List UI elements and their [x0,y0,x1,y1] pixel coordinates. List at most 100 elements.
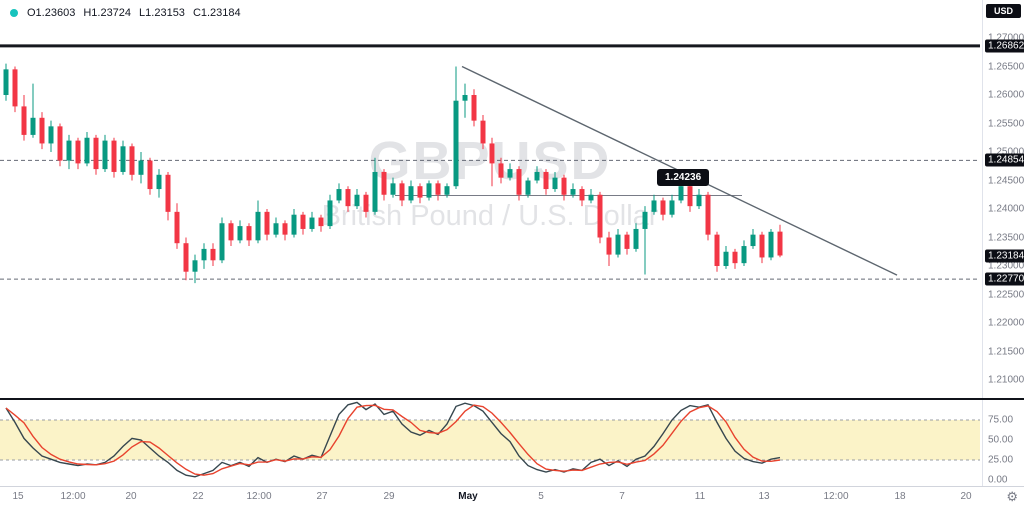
candlestick [327,200,333,227]
candlestick [768,231,774,258]
price-axis-label: 1.24500 [988,175,1024,186]
ohlc-close: C1.23184 [192,7,241,19]
candlestick [66,140,72,161]
candlestick [84,137,90,164]
quote-currency-badge[interactable]: USD [985,4,1021,18]
candlestick [588,194,594,201]
price-level-badge: 1.24854 [985,153,1024,167]
ohlc-high: H1.23724 [83,7,132,19]
stoch-d-line [5,404,781,476]
candlestick [192,260,198,272]
candlestick [165,174,171,212]
candlestick [606,237,612,255]
candlestick [138,160,144,175]
time-axis-label: May [458,491,478,502]
candlestick [147,160,153,190]
price-axis-label: 1.26500 [988,61,1024,72]
candlestick [732,251,738,264]
candlestick [471,95,477,121]
ohlc-open: O1.23603 [27,7,76,19]
candlestick [237,226,243,241]
candlestick [183,243,189,272]
candlestick [381,171,387,195]
candlestick [453,100,459,187]
price-axis-label: 1.25500 [988,118,1024,129]
candlestick [534,171,540,181]
candlestick [624,234,630,249]
candlestick [597,194,603,238]
market-status-dot-icon [10,9,18,17]
stoch-k-line [5,401,781,478]
gear-icon[interactable]: ⚙ [1006,489,1018,504]
candlestick [759,234,765,258]
candlestick [102,140,108,170]
candlestick [696,194,702,207]
price-axis-label: 1.22000 [988,317,1024,329]
time-axis-label: 11 [694,491,706,502]
candlestick [615,234,621,255]
last-price-badge: 1.23184 [985,249,1024,262]
candlestick [264,211,270,235]
price-axis-label: 1.23000 [988,260,1024,272]
candlestick [417,186,423,198]
candlestick [399,183,405,201]
ohlc-readout: O1.23603 H1.23724 L1.23153 C1.23184 [27,7,249,19]
candlestick [3,69,9,95]
candlestick [228,223,234,241]
candlestick [318,217,324,227]
candlestick [48,126,54,144]
time-axis-label: 13 [758,491,770,502]
candlestick [273,223,279,235]
candlestick [642,211,648,229]
price-level-badge: 1.26862 [985,39,1024,53]
candlestick [669,200,675,215]
candlestick [282,223,288,235]
candlestick [255,211,261,241]
price-axis-label: 1.24000 [988,203,1024,215]
price-axis-label: 1.21000 [988,374,1024,386]
candlestick [57,126,63,161]
stoch-axis-label: 0.00 [988,474,1008,486]
candlestick [372,171,378,212]
time-axis[interactable]: 15 12:00 20 22 12:00 27 29 May 5 7 11 13 12:00 18 20 [0,487,1024,507]
candlestick [741,246,747,264]
time-axis-label: 7 [619,491,625,502]
time-axis-label: 5 [538,491,544,502]
candlestick [201,248,207,261]
candlestick [426,183,432,198]
candlestick [111,140,117,172]
time-axis-label: 20 [125,491,137,502]
stoch-axis-label: 75.00 [988,414,1014,426]
candlestick [345,189,351,207]
candlestick [570,189,576,195]
candlestick [390,183,396,195]
candlestick [300,214,306,229]
candlestick [93,137,99,170]
candlestick [507,169,513,178]
candlestick [561,177,567,195]
candlestick [705,194,711,235]
candlestick [516,169,522,195]
candlestick [75,140,81,164]
time-axis-label: 12:00 [246,491,272,502]
price-axis-label: 1.22500 [988,289,1024,300]
price-axis-label: 1.23500 [988,232,1024,243]
time-axis-label: 15 [12,491,24,502]
candlestick [12,69,18,107]
price-level-badge: 1.22770 [985,272,1024,286]
stoch-axis-label: 25.00 [988,454,1014,466]
candlestick [174,211,180,244]
time-axis-label: 22 [192,491,204,502]
time-axis-label: 29 [383,491,395,502]
candlestick [525,180,531,195]
candlestick [552,177,558,190]
candlestick [336,189,342,201]
price-axis-label: 1.25000 [988,146,1024,158]
ohlc-low: L1.23153 [139,7,185,19]
time-axis-label: 12:00 [60,491,86,502]
candlestick [210,248,216,261]
candlestick [579,189,585,201]
candlestick [723,251,729,266]
